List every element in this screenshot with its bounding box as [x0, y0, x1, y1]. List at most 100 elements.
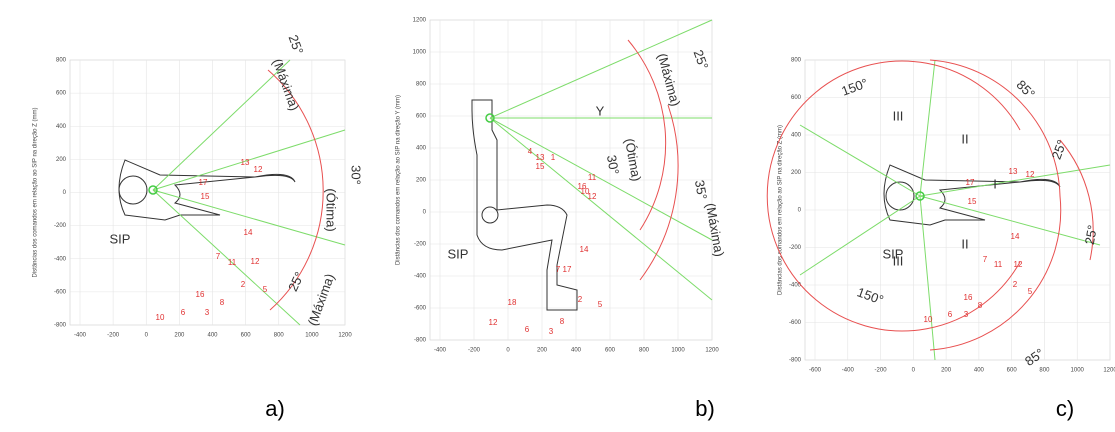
control-number: 2: [1013, 280, 1018, 289]
control-number: 15: [968, 197, 977, 206]
panel-caption: b): [695, 396, 715, 421]
control-number: 8: [978, 301, 983, 310]
control-number: 13: [536, 153, 545, 162]
x-tick-label: 800: [1039, 368, 1050, 374]
angle-label: I: [993, 176, 997, 191]
y-tick-label: -200: [54, 223, 67, 229]
y-tick-label: 400: [416, 146, 427, 152]
angle-label: 30°: [604, 154, 622, 176]
angle-label: (Máxima): [270, 57, 303, 113]
control-number: 7: [556, 265, 561, 274]
control-number: 16: [196, 290, 205, 299]
y-axis-label: Distâncias dos comandos em relação ao SI…: [33, 108, 39, 278]
angle-label: 150°: [855, 284, 885, 307]
figure: -600-400-2000200400600800100012008006004…: [0, 0, 1115, 432]
control-number: 17: [199, 178, 208, 187]
y-tick-label: 1200: [413, 18, 427, 24]
x-tick-label: 200: [174, 333, 185, 339]
control-number: 12: [489, 318, 498, 327]
y-tick-label: 400: [56, 124, 67, 130]
control-number: 14: [1011, 232, 1020, 241]
angle-label: 30°: [349, 165, 364, 185]
control-number: 1: [551, 153, 556, 162]
angle-arc: [930, 196, 1061, 350]
x-tick-label: 400: [974, 368, 985, 374]
control-number: 14: [244, 228, 253, 237]
angle-label: II: [961, 236, 968, 251]
control-number: 4: [528, 147, 533, 156]
control-number: 5: [598, 300, 603, 309]
y-axis-label: Distâncias dos comandos em relação ao SI…: [396, 95, 402, 265]
y-tick-label: 800: [56, 58, 67, 64]
angle-label: SIP: [448, 246, 469, 261]
x-tick-label: 0: [506, 348, 510, 354]
control-number: 16: [964, 293, 973, 302]
x-tick-label: -400: [842, 368, 855, 374]
y-tick-label: -400: [414, 274, 427, 280]
angle-label: (Ótima): [622, 137, 644, 182]
control-number: 3: [549, 327, 554, 336]
y-tick-label: -600: [54, 289, 67, 295]
y-tick-label: 0: [798, 208, 802, 214]
control-number: 7: [983, 255, 988, 264]
x-tick-label: 1200: [705, 348, 719, 354]
control-number: 10: [156, 313, 165, 322]
y-tick-label: -800: [789, 358, 802, 364]
control-number: 5: [1028, 287, 1033, 296]
control-number: 17: [563, 265, 572, 274]
control-number: 6: [948, 310, 953, 319]
angle-label: 150°: [839, 75, 869, 98]
x-tick-label: 600: [241, 333, 252, 339]
control-number: 13: [1009, 167, 1018, 176]
y-axis-label: Distâncias dos comandos em relação ao SI…: [778, 125, 784, 295]
y-tick-label: -800: [414, 338, 427, 344]
angle-label: (Ótima): [324, 188, 339, 231]
y-tick-label: 200: [791, 170, 802, 176]
control-number: 8: [220, 298, 225, 307]
y-tick-label: 200: [56, 157, 67, 163]
control-number: 12: [251, 257, 260, 266]
control-number: 11: [994, 260, 1003, 269]
control-number: 15: [201, 192, 210, 201]
angle-label: 85°: [1013, 77, 1038, 102]
panel-caption: c): [1056, 396, 1074, 421]
y-tick-label: -800: [54, 323, 67, 329]
angle-label: (Máxima): [305, 272, 338, 328]
x-tick-label: 1000: [671, 348, 685, 354]
control-number: 18: [508, 298, 517, 307]
x-tick-label: 600: [605, 348, 616, 354]
x-tick-label: -400: [434, 348, 447, 354]
x-tick-label: -400: [74, 333, 87, 339]
control-number: 2: [578, 295, 583, 304]
y-tick-label: 1000: [413, 50, 427, 56]
y-tick-label: -400: [54, 256, 67, 262]
y-tick-label: 600: [791, 95, 802, 101]
sight-line: [490, 118, 712, 300]
x-tick-label: -200: [468, 348, 481, 354]
control-number: 14: [580, 245, 589, 254]
y-tick-label: -200: [414, 242, 427, 248]
y-tick-label: -600: [789, 320, 802, 326]
x-tick-label: -200: [107, 333, 120, 339]
y-tick-label: 0: [423, 210, 427, 216]
x-tick-label: 0: [912, 368, 916, 374]
sight-line: [153, 190, 300, 325]
control-number: 15: [536, 162, 545, 171]
panel-caption: a): [265, 396, 285, 421]
control-number: 12: [588, 192, 597, 201]
control-number: 10: [924, 315, 933, 324]
y-tick-label: -200: [789, 245, 802, 251]
x-tick-label: -200: [875, 368, 888, 374]
sight-line: [490, 118, 712, 240]
y-tick-label: 600: [56, 91, 67, 97]
control-number: 11: [588, 173, 597, 182]
angle-label: 25°: [286, 33, 307, 57]
angle-label: SIP: [110, 231, 131, 246]
control-number: 12: [1026, 170, 1035, 179]
control-number: 17: [966, 178, 975, 187]
sight-line: [153, 60, 290, 190]
sight-line: [920, 196, 935, 360]
angle-label: III: [893, 108, 904, 123]
x-tick-label: 200: [537, 348, 548, 354]
